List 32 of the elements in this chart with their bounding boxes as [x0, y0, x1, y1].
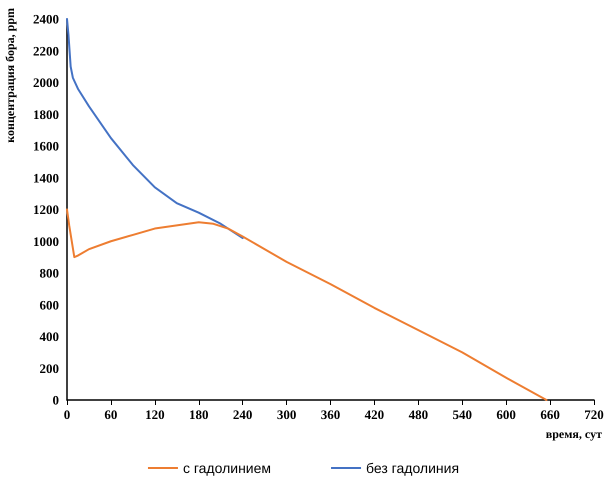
- x-tick-label: 660: [540, 407, 560, 422]
- y-tick-label: 200: [40, 360, 59, 376]
- x-tick-label: 600: [496, 407, 516, 422]
- x-tick-label: 120: [145, 407, 165, 422]
- y-tick-label: 1000: [33, 234, 59, 249]
- x-tick-label: 60: [104, 407, 118, 422]
- x-tick-label: 180: [189, 407, 208, 422]
- y-tick-label: 600: [40, 297, 59, 312]
- y-tick-label: 400: [40, 329, 59, 344]
- y-tick-label: 2200: [33, 43, 59, 58]
- x-tick-label: 360: [320, 407, 340, 422]
- y-tick-label: 2400: [33, 12, 59, 26]
- legend-label: без гадолиния: [366, 460, 460, 476]
- y-tick-label: 1200: [33, 202, 59, 217]
- y-tick-label: 0: [52, 392, 59, 408]
- x-tick-label: 720: [584, 407, 604, 422]
- x-tick-label: 300: [276, 407, 296, 422]
- y-tick-label: 2000: [33, 75, 59, 90]
- x-axis-title: время, сут: [546, 427, 602, 441]
- legend-label: с гадолинием: [182, 460, 272, 476]
- line-series: [66, 208, 548, 401]
- y-tick-label: 800: [40, 266, 59, 280]
- x-tick-label: 420: [364, 407, 384, 422]
- x-tick-label: 480: [408, 407, 428, 422]
- x-tick-label: 540: [452, 407, 472, 422]
- y-axis-title: концентрация бора, ppm: [3, 8, 17, 143]
- y-tick-label: 1400: [33, 170, 59, 186]
- x-tick-label: 0: [64, 407, 70, 422]
- y-tick-label: 1600: [33, 138, 59, 154]
- y-tick-label: 1800: [33, 106, 59, 122]
- line-series: [66, 18, 244, 240]
- x-tick-label: 240: [232, 407, 252, 422]
